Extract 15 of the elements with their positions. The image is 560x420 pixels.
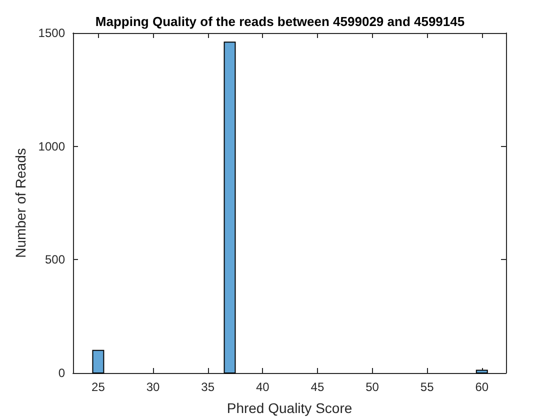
x-tick-label: 50 bbox=[366, 380, 380, 394]
chart-title: Mapping Quality of the reads between 4599029 and 4599145 bbox=[95, 14, 465, 29]
x-tick-label: 40 bbox=[256, 380, 270, 394]
x-tick-label: 60 bbox=[475, 380, 489, 394]
y-tick-label: 0 bbox=[58, 366, 66, 380]
y-tick-label: 1000 bbox=[38, 139, 66, 154]
x-tick-label: 35 bbox=[201, 380, 215, 394]
x-tick-label: 45 bbox=[310, 380, 324, 394]
y-axis-title: Number of Reads bbox=[12, 148, 28, 258]
y-tick-label: 500 bbox=[44, 252, 66, 267]
x-tick-label: 30 bbox=[146, 380, 160, 394]
x-tick-label: 55 bbox=[420, 380, 434, 394]
x-axis-title: Phred Quality Score bbox=[226, 400, 352, 416]
y-tick-label: 1500 bbox=[38, 26, 66, 40]
x-tick-label: 25 bbox=[92, 380, 106, 394]
